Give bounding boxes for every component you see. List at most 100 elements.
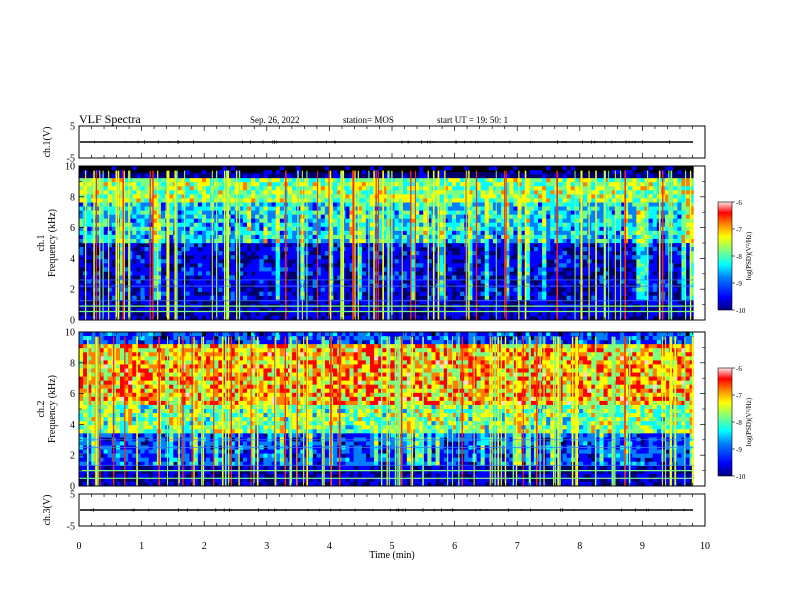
ch1-spectrogram-cell [259,243,264,248]
ch1-spectrogram-cell [447,178,453,183]
ch1-spectrogram-cell [628,311,633,317]
ch1-spectrogram-cell [525,202,531,207]
ch2-spectrogram-cell [87,340,92,345]
ch1-spectrogram-cell [685,210,690,215]
ch1-spectrogram-cell [447,311,453,317]
ch2-spectrogram-cell [87,388,92,394]
ch1-spectrogram-cell [218,279,223,284]
ch1-spectrogram-cell [124,178,129,183]
ch1-spectrogram-cell [124,234,129,240]
ch1-spectrogram-cell [337,226,342,232]
ch1-spectrogram-cell [132,230,137,236]
ch1-spectrogram-cell [665,267,670,272]
ch1-spectrogram-cell [562,202,567,207]
ch1-spectrogram-cell [685,307,690,313]
ch1-spectrogram-cell [583,202,588,207]
ch1-spectrogram-cell [148,283,154,288]
ch1-spectrogram-cell [451,186,457,191]
ch1-spectrogram-cell [570,190,576,195]
ch1-spectrogram-cell [271,214,277,219]
ch1-spectrogram-cell [107,238,113,244]
ch1-spectrogram-cell [423,238,428,244]
ch1-spectrogram-cell [570,178,576,183]
ch1-spectrogram-cell [189,275,195,280]
ch1-spectrogram-cell [156,222,162,228]
ch1-spectrogram-cell [558,238,563,244]
ch1-spectrogram-cell [357,238,363,244]
ch1-spectrogram-cell [382,202,387,207]
ch1-spectrogram-cell [439,267,445,272]
ch1-spectrogram-cell [517,226,522,232]
ch1-spectrogram-cell [271,315,277,321]
ch1-spectrogram-cell [95,210,100,215]
ch2-spectrogram-cell [79,469,84,475]
ch1-spectrogram-cell [632,202,637,207]
ch1-spectrogram-cell [665,214,670,219]
ch1-spectrogram-cell [652,202,658,207]
ch1-spectrogram-cell [177,198,182,203]
ch1-spectrogram-cell [599,198,604,203]
ch1-spectrogram-cell [648,166,654,171]
ch1-spectrogram-cell [197,238,203,244]
ch1-spectrogram-cell [583,271,588,276]
ch1-spectrogram-cell [497,206,502,211]
ch1-spectrogram-cell [550,234,555,240]
ch1-spectrogram-cell [95,255,100,260]
ch1-spectrogram-cell [410,198,416,203]
ch1-spectrogram-cell [673,186,678,191]
ch1-spectrogram-cell [562,307,567,313]
ch1-spectrogram-cell [439,283,445,288]
ch1-spectrogram-cell [197,194,203,199]
ch1-spectrogram-cell [263,198,268,203]
ch1-spectrogram-cell [550,206,555,211]
ch1-spectrogram-cell [111,287,117,292]
ch2-spectrogram-cell [87,429,92,434]
ch1-spectrogram-cell [591,267,596,272]
ch1-spectrogram-cell [484,283,490,288]
ch1-spectrogram-cell [529,259,535,264]
ch1-spectrogram-cell [353,214,358,219]
ch1-spectrogram-cell [468,287,473,292]
ch1-spectrogram-cell [538,255,543,260]
ch1-spectrogram-cell [275,190,281,195]
ch1-spectrogram-cell [390,287,395,292]
ch1-spectrogram-cell [394,247,399,252]
ch1-spectrogram-cell [591,178,596,183]
ch1-spectrogram-cell [456,194,461,199]
ch1-spectrogram-cell [521,198,527,203]
ch1-spectrogram-cell [152,214,158,219]
ch1-spectrogram-cell [665,222,670,228]
ch1-spectrogram-cell [476,186,481,191]
ch1-spectrogram-cell [406,190,412,195]
ch1-spectrogram-cell [103,283,108,288]
ch1-spectrogram-cell [201,279,207,284]
ch1-spectrogram-cell [144,230,149,236]
ch1-spectrogram-cell [349,230,354,236]
ch1-spectrogram-cell [480,230,486,236]
ch1-spectrogram-cell [419,202,424,207]
ch1-spectrogram-cell [665,226,670,232]
ch2-spectrogram-cell [79,453,84,458]
ch1-spectrogram-cell [148,226,154,232]
ch1-spectrogram-cell [242,202,248,207]
ch1-spectrogram-cell [369,206,375,211]
ch2-spectrogram-cell [91,453,96,458]
ch1-spectrogram-cell [525,287,531,292]
ch1-spectrogram-cell [357,226,363,232]
ch1-spectrogram-cell [136,194,141,199]
ch1-spectrogram-cell [382,226,387,232]
ch1-spectrogram-cell [87,234,92,240]
ch1-spectrogram-cell [619,279,625,284]
ch1-spectrogram-cell [517,307,522,313]
ch1-spectrogram-cell [324,287,330,292]
ch1-spectrogram-cell [156,279,162,284]
ch1-spectrogram-cell [353,271,358,276]
ch1-spectrogram-cell [566,186,572,191]
ch1-spectrogram-cell [615,230,621,236]
ch1-spectrogram-cell [181,182,186,187]
ch1-spectrogram-cell [468,182,473,187]
ch1-spectrogram-cell [525,267,531,272]
ch1-spectrogram-cell [410,194,416,199]
ch1-spectrogram-cell [484,247,490,252]
ch2-spectrogram-cell [99,441,104,446]
